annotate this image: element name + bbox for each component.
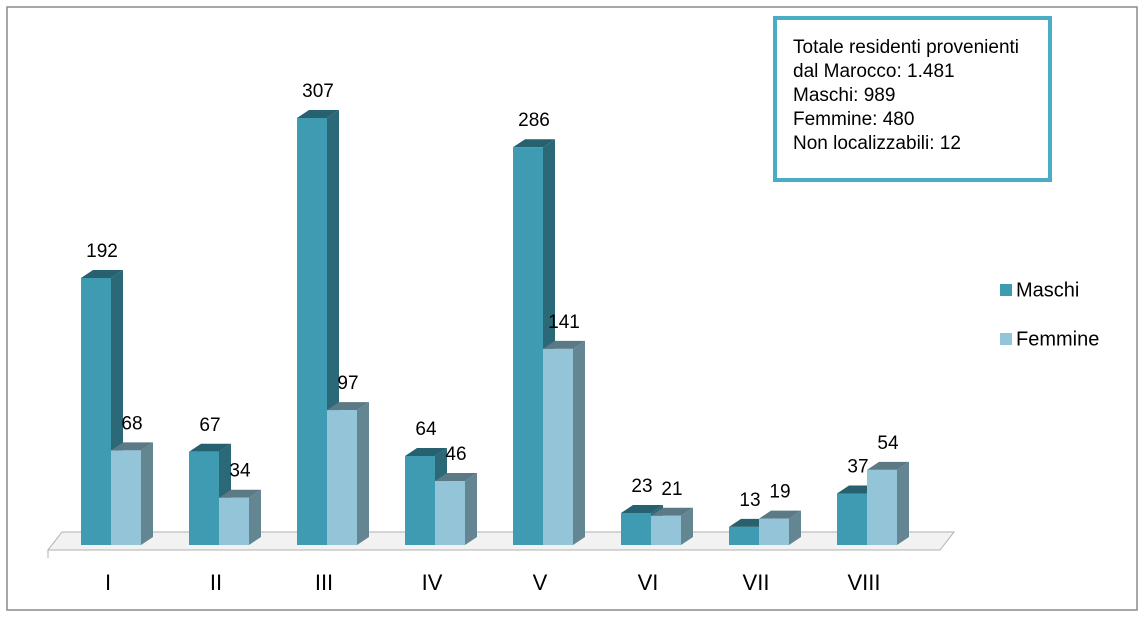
- legend-label: Femmine: [1016, 328, 1099, 350]
- bar-top: [621, 505, 663, 514]
- data-label: 21: [661, 479, 682, 500]
- bar-front: [81, 277, 111, 545]
- annotation-line: Maschi: 989: [793, 85, 895, 106]
- data-label: 141: [548, 312, 580, 333]
- bar-side: [141, 442, 153, 545]
- bar-top: [81, 269, 123, 278]
- bar-top: [651, 507, 693, 516]
- legend-label: Maschi: [1016, 279, 1079, 301]
- data-label: 307: [302, 81, 334, 102]
- bar: [111, 442, 153, 545]
- data-label: 37: [847, 457, 868, 478]
- bar: [189, 443, 231, 545]
- x-tick-label: VI: [638, 570, 659, 595]
- bar-top: [189, 443, 231, 452]
- bar-front: [513, 147, 543, 545]
- data-label: 34: [229, 461, 251, 482]
- bar-top: [867, 461, 909, 470]
- data-label: 286: [518, 110, 550, 131]
- x-tick-label: VII: [743, 570, 770, 595]
- bar: [867, 461, 909, 545]
- x-tick-label: V: [533, 570, 548, 595]
- annotation-box: [773, 16, 1052, 182]
- bar-front: [327, 410, 357, 545]
- annotation-line: Femmine: 480: [793, 109, 914, 130]
- legend-swatch: [1000, 284, 1012, 296]
- bar-front: [219, 497, 249, 545]
- x-tick-label: IV: [422, 570, 443, 595]
- bar-front: [867, 469, 897, 545]
- data-label: 13: [739, 490, 760, 511]
- bar: [435, 473, 477, 545]
- bar-front: [759, 518, 789, 545]
- bar-side: [789, 510, 801, 545]
- x-tick-label: I: [105, 570, 111, 595]
- data-label: 97: [337, 373, 358, 394]
- bar-front: [729, 526, 759, 545]
- bar: [543, 340, 585, 545]
- bar: [327, 402, 369, 545]
- bar-side: [357, 402, 369, 545]
- bar-top: [111, 442, 153, 451]
- legend-swatch: [1000, 333, 1012, 345]
- bar-front: [189, 451, 219, 545]
- bar-top: [435, 473, 477, 482]
- bar-top: [513, 139, 555, 148]
- bar: [219, 489, 261, 545]
- x-tick-label: II: [210, 570, 222, 595]
- bar-front: [435, 481, 465, 545]
- bar-front: [651, 515, 681, 545]
- data-label: 68: [121, 413, 142, 434]
- data-label: 19: [769, 482, 790, 503]
- data-label: 192: [86, 241, 118, 262]
- data-label: 23: [631, 476, 652, 497]
- data-label: 54: [877, 433, 899, 454]
- bar-front: [837, 493, 867, 545]
- bar-side: [897, 461, 909, 545]
- bar-side: [465, 473, 477, 545]
- annotation-line: Non localizzabili: 12: [793, 133, 961, 154]
- bar-top: [759, 510, 801, 519]
- bar-top: [543, 340, 585, 349]
- data-label: 67: [199, 415, 220, 436]
- bar-front: [621, 513, 651, 545]
- annotation-line: Totale residenti provenienti: [793, 37, 1019, 58]
- annotation-line: dal Marocco: 1.481: [793, 61, 955, 82]
- data-label: 46: [445, 444, 466, 465]
- bar-side: [681, 507, 693, 545]
- bar-front: [111, 450, 141, 545]
- bar-top: [219, 489, 261, 498]
- floor: [46, 531, 956, 551]
- bar-front: [543, 348, 573, 545]
- bar-top: [405, 447, 447, 456]
- data-label: 64: [415, 419, 437, 440]
- bar-top: [327, 402, 369, 411]
- x-tick-label: III: [315, 570, 333, 595]
- bar: [759, 510, 801, 545]
- bar-side: [573, 340, 585, 545]
- bar: [651, 507, 693, 545]
- bar-front: [297, 118, 327, 545]
- bar-front: [405, 455, 435, 545]
- bar-top: [297, 110, 339, 118]
- x-tick-label: VIII: [847, 570, 880, 595]
- bar-side: [249, 489, 261, 545]
